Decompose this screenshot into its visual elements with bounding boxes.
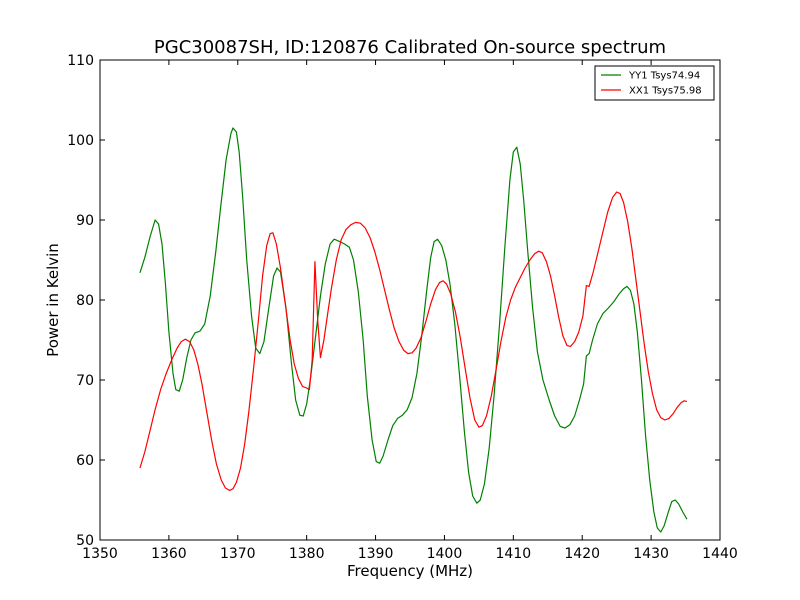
x-tick-label: 1400 [427,546,463,562]
y-tick-label: 50 [76,533,94,549]
y-tick-label: 90 [76,213,94,229]
x-tick-label: 1440 [702,546,738,562]
chart-title: PGC30087SH, ID:120876 Calibrated On-sour… [154,37,666,58]
x-tick-label: 1430 [633,546,669,562]
y-tick-label: 60 [76,453,94,469]
y-tick-label: 100 [67,133,94,149]
x-tick-label: 1370 [220,546,256,562]
y-tick-label: 80 [76,293,94,309]
x-tick-label: 1410 [496,546,532,562]
x-axis-label: Frequency (MHz) [347,562,473,580]
y-tick-label: 110 [67,53,94,69]
plot-area: 1350 1360 1370 1380 1390 1400 1410 1420 1430 1440… [67,53,738,562]
legend-label-1: YY1 Tsys74.94 [628,71,700,82]
y-tick-label: 70 [76,373,94,389]
series-group [139,127,688,533]
x-tick-label: 1390 [358,546,394,562]
series-line-2 [139,191,688,491]
plot-frame [99,59,721,541]
legend-box [594,65,715,101]
x-tick-label: 1380 [289,546,325,562]
legend: YY1 Tsys74.94 XX1 Tsys75.98 [594,65,715,101]
x-tick-label: 1420 [564,546,600,562]
y-axis-label: Power in Kelvin [44,243,62,357]
legend-label-2: XX1 Tsys75.98 [629,86,702,97]
y-axis: 50 60 70 80 90 100 110 [67,53,720,549]
x-axis: 1350 1360 1370 1380 1390 1400 1410 1420 1430 1440 [82,60,738,562]
series-line-1 [139,127,688,533]
x-tick-label: 1360 [151,546,187,562]
x-tick-label: 1350 [82,546,118,562]
